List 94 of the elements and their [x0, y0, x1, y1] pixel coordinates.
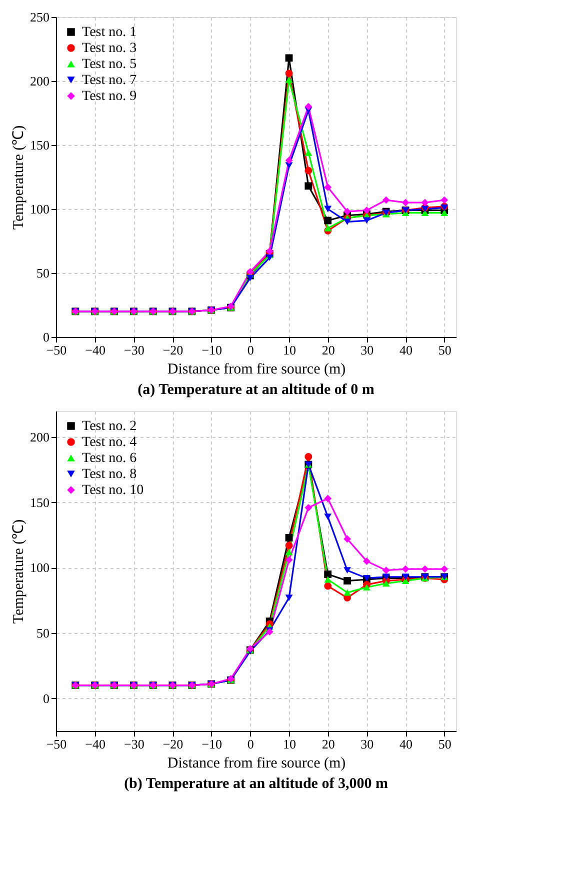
text: (a) Temperature at an altitude of 0 m [138, 382, 375, 398]
x-tick-label: −30 [124, 736, 144, 752]
y-tick-label: 250 [30, 10, 50, 24]
point [344, 589, 351, 596]
legend-label: Test no. 1 [82, 25, 137, 40]
point [304, 182, 312, 190]
point [285, 542, 293, 550]
point [285, 548, 293, 556]
point [285, 76, 293, 83]
y-tick-label: 150 [30, 138, 50, 152]
legend-label: Test no. 6 [82, 451, 137, 466]
point [285, 556, 293, 564]
y-tick-label: 200 [30, 430, 50, 445]
point [344, 208, 351, 216]
y-tick-label: 0 [43, 690, 50, 706]
point [304, 149, 312, 156]
legend-label: Test no. 4 [82, 435, 137, 450]
legend-label: Test no. 5 [82, 57, 137, 72]
x-tick-label: 0 [247, 342, 254, 358]
point [324, 206, 332, 212]
y-tick-label: 100 [30, 560, 50, 576]
x-tick-label: −50 [46, 342, 67, 358]
point [362, 584, 370, 591]
x-tick-label: 20 [322, 342, 335, 358]
point [285, 594, 293, 601]
x-tick-label: −50 [46, 736, 67, 752]
point [421, 210, 429, 216]
point [324, 216, 332, 224]
point [304, 504, 312, 512]
point [324, 494, 332, 502]
point [362, 217, 370, 224]
x-tick-label: −10 [202, 736, 222, 752]
y-tick-label: 200 [30, 74, 50, 88]
point [324, 224, 332, 232]
point [304, 453, 312, 460]
point [324, 582, 332, 590]
point [362, 557, 370, 565]
y-axis-title: Temperature (℃) [11, 519, 27, 624]
point [362, 206, 370, 214]
legend-label: Test no. 3 [82, 41, 137, 56]
point [421, 198, 429, 206]
point [324, 570, 332, 578]
point [402, 198, 410, 206]
point [421, 565, 429, 573]
legend-label: Test no. 2 [82, 419, 137, 434]
x-tick-label: 30 [360, 736, 374, 752]
x-tick-label: −40 [85, 342, 106, 358]
point [344, 577, 351, 585]
y-tick-label: 100 [30, 202, 50, 216]
point [304, 102, 312, 110]
point [440, 565, 448, 573]
x-tick-label: 40 [400, 736, 413, 752]
y-tick-label: 50 [36, 266, 50, 280]
point [285, 70, 293, 78]
point [382, 196, 390, 204]
point [285, 156, 293, 164]
x-tick-label: −40 [85, 736, 106, 752]
y-axis-title: Temperature (℃) [11, 125, 27, 230]
x-tick-label: 10 [283, 736, 296, 752]
point [285, 534, 293, 542]
point [304, 166, 312, 174]
point [324, 184, 332, 191]
y-tick-label: 50 [36, 626, 50, 641]
legend-label: Test no. 10 [82, 483, 144, 498]
point [382, 566, 390, 574]
point [440, 210, 448, 216]
text: (b) Temperature at an altitude of 3,000 m [124, 776, 388, 792]
point [246, 274, 254, 282]
x-tick-label: 10 [283, 342, 296, 358]
x-tick-label: −30 [124, 342, 144, 358]
y-tick-label: 0 [43, 330, 50, 344]
point [440, 196, 448, 204]
legend-label: Test no. 7 [82, 73, 137, 88]
point [382, 580, 390, 587]
point [324, 576, 332, 583]
x-axis-title: Distance from fire source (m) [167, 362, 346, 378]
legend-label: Test no. 9 [82, 89, 137, 104]
x-tick-label: 50 [438, 342, 452, 358]
point [266, 254, 274, 261]
x-tick-label: −20 [162, 342, 184, 358]
y-tick-label: 150 [30, 494, 50, 510]
point [344, 567, 351, 574]
x-tick-label: 30 [360, 342, 374, 358]
x-tick-label: 20 [322, 736, 335, 752]
x-axis-title: Distance from fire source (m) [167, 756, 346, 772]
x-tick-label: 0 [247, 736, 254, 752]
x-tick-label: 40 [400, 342, 413, 358]
point [324, 514, 332, 520]
x-tick-label: −10 [202, 342, 222, 358]
legend-label: Test no. 8 [82, 467, 137, 482]
x-tick-label: 50 [438, 736, 452, 752]
x-tick-label: −20 [162, 736, 184, 752]
point [344, 218, 351, 226]
point [402, 565, 410, 573]
